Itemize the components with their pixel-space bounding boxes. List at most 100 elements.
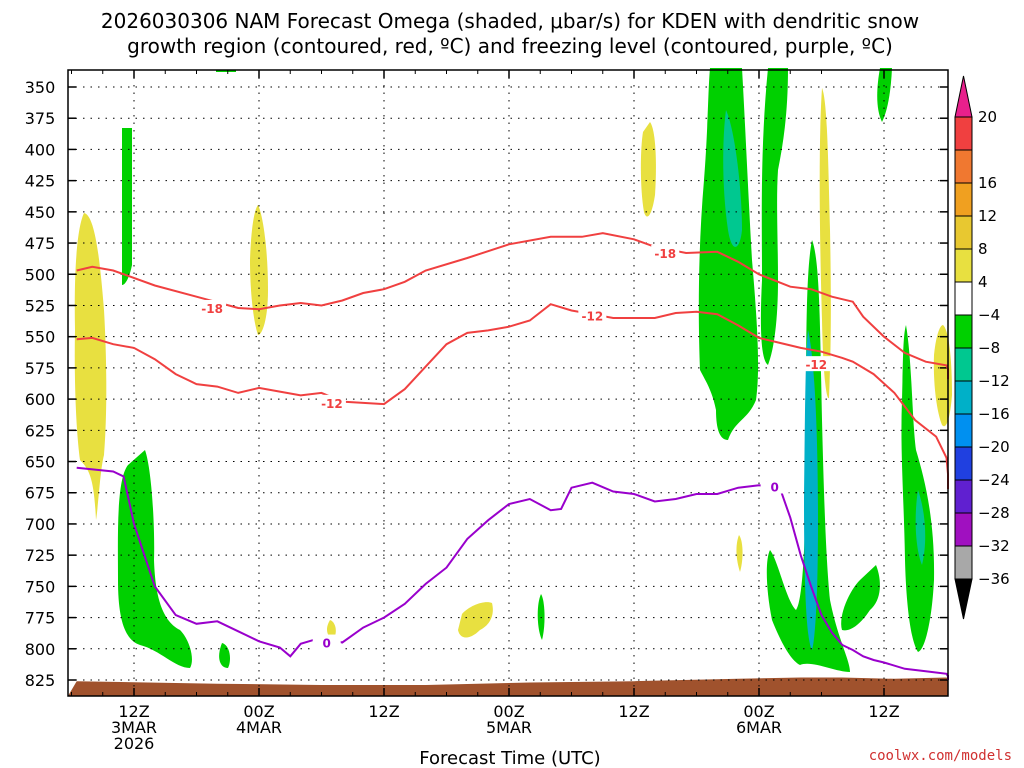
y-tick-label: 600 — [25, 390, 56, 409]
x-tick-label: 12Z — [118, 702, 149, 721]
x-tick-label: 12Z — [618, 702, 649, 721]
terrain-surface — [68, 676, 948, 696]
contour-label: -12 — [321, 397, 343, 411]
colorbar-bin — [954, 281, 973, 316]
colorbar-label: 12 — [978, 207, 997, 225]
x-tick-label: 4MAR — [236, 718, 282, 737]
y-tick-label: 550 — [25, 328, 56, 347]
y-tick-label: 800 — [25, 640, 56, 659]
colorbar-bin — [954, 347, 973, 382]
x-tick-label: 12Z — [368, 702, 399, 721]
colorbar-bottom-arrow — [954, 578, 973, 620]
colorbar-top-arrow — [954, 75, 973, 118]
y-tick-label: 700 — [25, 515, 56, 534]
colorbar-bin — [954, 182, 973, 217]
contour-label: -18 — [654, 247, 676, 261]
contour-label-bg — [802, 356, 831, 372]
contour-label-bg — [760, 478, 789, 494]
omega-negative-region — [841, 565, 880, 631]
omega-negative-region — [877, 68, 892, 122]
y-axis: 350 375 400 425 450 475 500 525 550 575 600 625 650 6… — [25, 78, 948, 690]
contours: -18 -18 -12 -12 -12 0 0 — [76, 232, 949, 680]
y-tick-label: 825 — [25, 671, 56, 690]
colorbar-bin — [954, 149, 973, 184]
colorbar-label: 20 — [978, 108, 997, 126]
y-tick-label: 350 — [25, 78, 56, 97]
y-tick-label: 400 — [25, 140, 56, 159]
contour-label: 0 — [323, 637, 331, 651]
colorbar-label: −4 — [978, 306, 1000, 324]
contour-label: -12 — [805, 358, 827, 372]
colorbar-bin — [954, 314, 973, 349]
colorbar-label: −8 — [978, 339, 1000, 357]
colorbar-label: 16 — [978, 174, 997, 192]
colorbar-bin — [954, 380, 973, 415]
y-tick-label: 750 — [25, 577, 56, 596]
colorbar-label: −36 — [978, 570, 1010, 588]
omega-negative-region — [915, 490, 926, 565]
colorbar-bin — [954, 479, 973, 514]
omega-negative-region — [537, 594, 545, 640]
colorbar-label: −16 — [978, 405, 1010, 423]
omega-negative-region — [723, 110, 742, 247]
contour-line-0 — [76, 466, 949, 680]
chart-title-line-1: 2026030306 NAM Forecast Omega (shaded, μ… — [101, 9, 919, 33]
colorbar-bin — [954, 545, 973, 580]
x-tick-label: 00Z — [493, 702, 524, 721]
colorbar-bin — [954, 215, 973, 250]
contour-label-bg — [578, 307, 607, 323]
contour-label: -18 — [201, 302, 223, 316]
x-tick-label: 12Z — [868, 702, 899, 721]
colorbar-label: −28 — [978, 504, 1010, 522]
contour-label-bg — [651, 245, 680, 261]
omega-negative-region — [901, 325, 935, 652]
contour-label-bg — [312, 634, 341, 650]
omega-negative-region — [122, 128, 132, 285]
y-tick-label: 650 — [25, 453, 56, 472]
x-tick-label: 3MAR — [111, 718, 157, 737]
colorbar-label: 8 — [978, 240, 988, 258]
omega-negative-region — [804, 330, 818, 650]
colorbar-label: −12 — [978, 372, 1010, 390]
colorbar: 20 16 12 8 4 −4 −8 −12 −16 −20 −24 −28 −32 −36 — [954, 75, 1010, 620]
colorbar-label: −20 — [978, 438, 1010, 456]
colorbar-label: 4 — [978, 273, 988, 291]
x-tick-label: 6MAR — [736, 718, 782, 737]
chart-title-line-2: growth region (contoured, red, ºC) and f… — [127, 34, 893, 58]
colorbar-label: −24 — [978, 471, 1010, 489]
omega-positive-region — [640, 122, 656, 217]
plot-frame — [67, 69, 949, 697]
y-tick-label: 725 — [25, 546, 56, 565]
y-tick-label: 475 — [25, 234, 56, 253]
colorbar-bin — [954, 248, 973, 283]
omega-positive-region — [250, 205, 268, 335]
omega-negative-region — [698, 68, 759, 440]
colorbar-bin — [954, 512, 973, 547]
y-tick-label: 575 — [25, 359, 56, 378]
omega-positive-region — [74, 213, 107, 520]
colorbar-bin — [954, 446, 973, 481]
contour-label-bg — [198, 299, 227, 315]
y-tick-label: 625 — [25, 421, 56, 440]
colorbar-label: −32 — [978, 537, 1010, 555]
omega-positive-region — [736, 535, 743, 572]
contour-label: -12 — [581, 309, 603, 323]
omega-negative-region — [117, 450, 192, 668]
y-tick-label: 525 — [25, 296, 56, 315]
y-tick-label: 425 — [25, 172, 56, 191]
y-tick-label: 675 — [25, 484, 56, 503]
omega-negative-region — [760, 68, 788, 365]
contour-label: 0 — [770, 480, 778, 494]
y-tick-label: 375 — [25, 109, 56, 128]
omega-negative-region — [219, 643, 230, 668]
y-tick-label: 775 — [25, 609, 56, 628]
contour-label-bg — [317, 394, 346, 410]
omega-positive-region — [819, 88, 831, 399]
x-axis-title: Forecast Time (UTC) — [419, 748, 600, 768]
x-tick-label: 00Z — [743, 702, 774, 721]
x-tick-label: 00Z — [243, 702, 274, 721]
x-tick-label: 2026 — [114, 734, 155, 753]
y-tick-label: 500 — [25, 265, 56, 284]
credit-text: coolwx.com/models — [869, 748, 1012, 764]
